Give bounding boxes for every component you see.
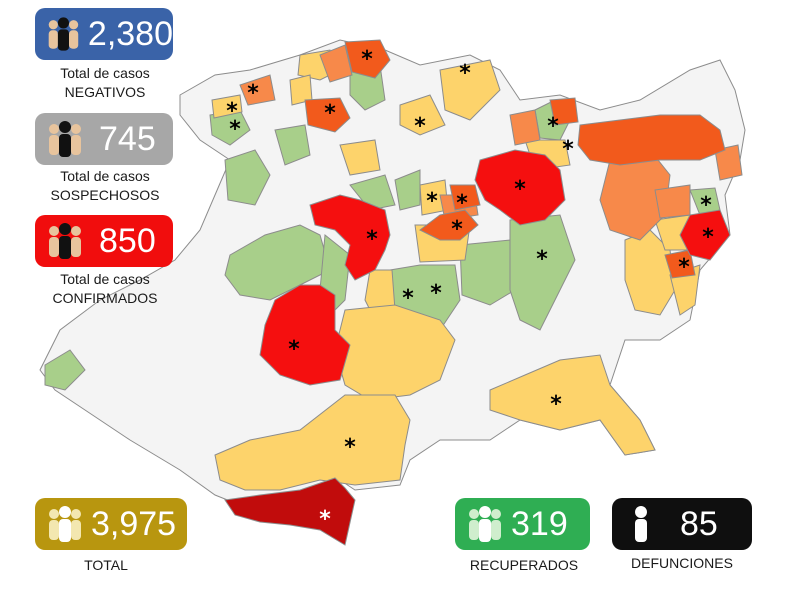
region-yellow	[439, 59, 501, 121]
asterisk-marker: *	[402, 286, 414, 311]
asterisk-marker: *	[324, 101, 336, 126]
asterisk-marker: *	[562, 137, 574, 162]
confirmados-label-line1: Total de casos	[60, 271, 150, 287]
asterisk-marker: *	[514, 177, 526, 202]
people-icon	[469, 506, 501, 542]
negativos-label-line2: NEGATIVOS	[64, 84, 146, 100]
confirmados-caption: Total de casos CONFIRMADOS	[40, 270, 170, 308]
asterisk-marker: *	[550, 392, 562, 417]
region-yellow	[624, 229, 676, 316]
region-green	[44, 349, 86, 391]
sospechosos-caption: Total de casos SOSPECHOSOS	[40, 167, 170, 205]
asterisk-marker: *	[536, 247, 548, 272]
total-badge: 3,975	[35, 498, 187, 550]
defunciones-count: 85	[680, 505, 718, 543]
region-green	[274, 124, 311, 166]
region-yellow	[339, 139, 381, 176]
asterisk-marker: *	[226, 99, 238, 124]
region-red	[309, 194, 391, 281]
negativos-label-line1: Total de casos	[60, 65, 150, 81]
region-green	[224, 224, 331, 301]
recuperados-count: 319	[511, 505, 568, 543]
asterisk-marker: *	[430, 281, 442, 306]
case-markers: ******* **** ***** ********	[226, 47, 714, 532]
region-orange	[449, 184, 481, 211]
total-count: 3,975	[91, 505, 177, 543]
region-yellow	[214, 394, 411, 491]
region-red	[474, 149, 566, 226]
sospechosos-count: 745	[99, 120, 156, 158]
region-orange	[344, 39, 391, 79]
people-icon	[49, 223, 81, 259]
person-icon	[635, 506, 647, 542]
negativos-count: 2,380	[87, 15, 173, 53]
region-lightorange	[654, 184, 691, 219]
asterisk-marker: *	[247, 81, 259, 106]
defunciones-label: DEFUNCIONES	[631, 555, 733, 571]
region-darkred	[224, 477, 356, 546]
asterisk-marker: *	[319, 507, 331, 532]
region-orange	[549, 97, 579, 126]
asterisk-marker: *	[426, 189, 438, 214]
region-orange	[419, 209, 479, 241]
asterisk-marker: *	[678, 255, 690, 280]
asterisk-marker: *	[344, 435, 356, 460]
region-orange	[304, 97, 351, 133]
sospechosos-label-line1: Total de casos	[60, 168, 150, 184]
total-caption: TOTAL	[40, 556, 172, 575]
confirmados-label-line2: CONFIRMADOS	[52, 290, 158, 306]
asterisk-marker: *	[700, 193, 712, 218]
people-icon	[49, 121, 81, 157]
region-orange	[664, 249, 696, 279]
asterisk-marker: *	[451, 217, 463, 242]
region-green	[509, 214, 576, 331]
confirmados-count: 850	[99, 222, 156, 260]
region-lightorange	[714, 144, 743, 181]
region-green	[459, 239, 516, 306]
people-icon	[49, 506, 81, 542]
region-green	[394, 169, 421, 211]
region-lightorange	[509, 109, 541, 146]
asterisk-marker: *	[361, 47, 373, 72]
asterisk-marker: *	[702, 225, 714, 250]
region-green	[224, 149, 271, 206]
region-yellow	[489, 354, 656, 456]
region-orange	[577, 114, 726, 166]
confirmados-badge: 850	[35, 215, 173, 267]
region-red	[259, 284, 351, 386]
negativos-caption: Total de casos NEGATIVOS	[40, 64, 170, 102]
region-yellow	[211, 94, 243, 119]
negativos-badge: 2,380	[35, 8, 173, 60]
asterisk-marker: *	[229, 117, 241, 142]
sospechosos-label-line2: SOSPECHOSOS	[50, 187, 160, 203]
asterisk-marker: *	[288, 337, 300, 362]
asterisk-marker: *	[414, 114, 426, 139]
recuperados-label: RECUPERADOS	[469, 557, 579, 573]
defunciones-caption: DEFUNCIONES	[612, 554, 752, 573]
asterisk-marker: *	[366, 227, 378, 252]
asterisk-marker: *	[459, 61, 471, 86]
region-lightorange	[239, 74, 276, 106]
asterisk-marker: *	[456, 191, 468, 216]
region-yellow	[399, 94, 446, 136]
asterisk-marker: *	[547, 114, 559, 139]
people-icon	[48, 17, 79, 51]
total-label: TOTAL	[84, 557, 128, 573]
sospechosos-badge: 745	[35, 113, 173, 165]
recuperados-badge: 319	[455, 498, 590, 550]
defunciones-badge: 85	[612, 498, 752, 550]
recuperados-caption: RECUPERADOS	[455, 556, 593, 575]
region-red	[679, 209, 731, 261]
region-lightorange	[319, 44, 353, 83]
